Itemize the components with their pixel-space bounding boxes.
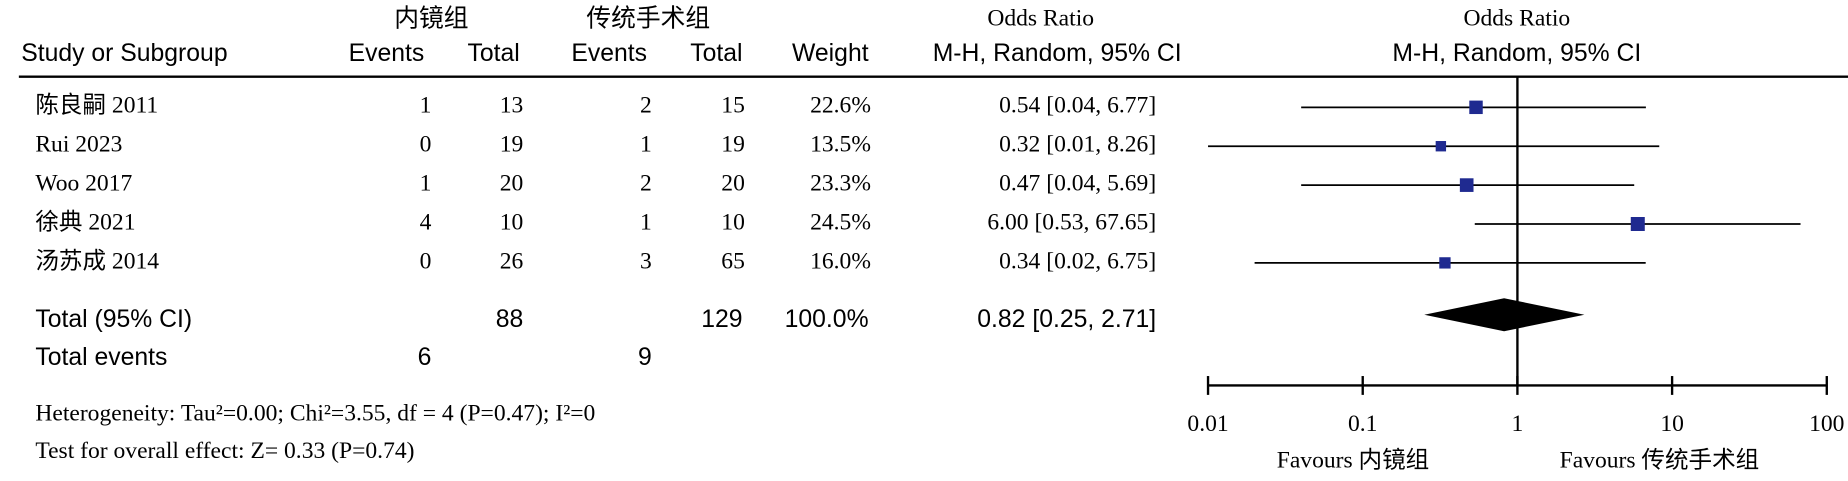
total: 10	[500, 209, 524, 235]
events: 1	[640, 209, 652, 235]
weight: 23.3%	[810, 171, 871, 197]
heterogeneity: Heterogeneity: Tau²=0.00; Chi²=3.55, df …	[35, 400, 595, 426]
total: 26	[500, 248, 524, 274]
total: 20	[500, 171, 524, 197]
or-header: M-H, Random, 95% CI	[933, 40, 1182, 67]
study-name: Rui 2023	[35, 132, 122, 158]
group-header: 内镜组	[394, 5, 468, 33]
odds-ratio-ci: 0.82 [0.25, 2.71]	[977, 306, 1156, 333]
events: 2	[640, 171, 652, 197]
events: 1	[420, 171, 432, 197]
study-name: Woo 2017	[35, 171, 132, 197]
total: 15	[721, 93, 745, 119]
total: 88	[496, 306, 524, 333]
total: 10	[721, 209, 745, 235]
total: 65	[721, 248, 745, 274]
events: 0	[420, 248, 432, 274]
events: 4	[420, 209, 432, 235]
events: 9	[638, 344, 652, 371]
x-tick-label: 100	[1809, 411, 1844, 437]
x-tick-label: 0.1	[1348, 411, 1377, 437]
events: 3	[640, 248, 652, 274]
total: 20	[721, 171, 745, 197]
column-header: Total	[467, 40, 519, 67]
column-header: Events	[571, 40, 647, 67]
weight: 16.0%	[810, 248, 871, 274]
summary-diamond	[1424, 298, 1585, 332]
study-marker	[1435, 141, 1447, 152]
plot-header: M-H, Random, 95% CI	[1392, 40, 1641, 67]
events: 6	[418, 344, 432, 371]
study-marker	[1459, 178, 1474, 192]
weight: 100.0%	[785, 306, 869, 333]
study-name: 陈良嗣 2011	[35, 92, 158, 119]
odds-ratio-ci: 0.34 [0.02, 6.75]	[999, 248, 1156, 274]
odds-ratio-ci: 0.54 [0.04, 6.77]	[999, 93, 1156, 119]
group-header: 传统手术组	[586, 5, 710, 33]
study-marker	[1630, 216, 1645, 232]
weight: 24.5%	[810, 209, 871, 235]
x-tick-label: 10	[1660, 411, 1684, 437]
favours-label: Favours 传统手术组	[1560, 446, 1760, 473]
total: 19	[500, 132, 524, 158]
events: 1	[640, 132, 652, 158]
or-header: Odds Ratio	[987, 6, 1094, 32]
column-header: Events	[349, 40, 425, 67]
odds-ratio-ci: 6.00 [0.53, 67.65]	[987, 209, 1156, 235]
column-header: Weight	[792, 40, 869, 67]
total-label: Total (95% CI)	[35, 306, 192, 333]
overall-effect: Test for overall effect: Z= 0.33 (P=0.74…	[35, 438, 414, 464]
favours-label: Favours 内镜组	[1277, 446, 1430, 473]
weight: 13.5%	[810, 132, 871, 158]
events: 2	[640, 93, 652, 119]
study-name: 徐典 2021	[35, 208, 135, 235]
study-name: 汤苏成 2014	[35, 247, 159, 274]
column-header: Study or Subgroup	[21, 40, 227, 67]
weight: 22.6%	[810, 93, 871, 119]
x-tick-label: 1	[1512, 411, 1524, 437]
total-events-label: Total events	[35, 344, 167, 371]
plot-header: Odds Ratio	[1463, 6, 1570, 32]
study-marker	[1439, 257, 1451, 269]
x-tick-label: 0.01	[1187, 411, 1228, 437]
study-marker	[1469, 100, 1483, 115]
events: 0	[420, 132, 432, 158]
events: 1	[420, 93, 432, 119]
total: 13	[500, 93, 524, 119]
odds-ratio-ci: 0.47 [0.04, 5.69]	[999, 171, 1156, 197]
total: 19	[721, 132, 745, 158]
odds-ratio-ci: 0.32 [0.01, 8.26]	[999, 132, 1156, 158]
total: 129	[701, 306, 742, 333]
column-header: Total	[690, 40, 742, 67]
